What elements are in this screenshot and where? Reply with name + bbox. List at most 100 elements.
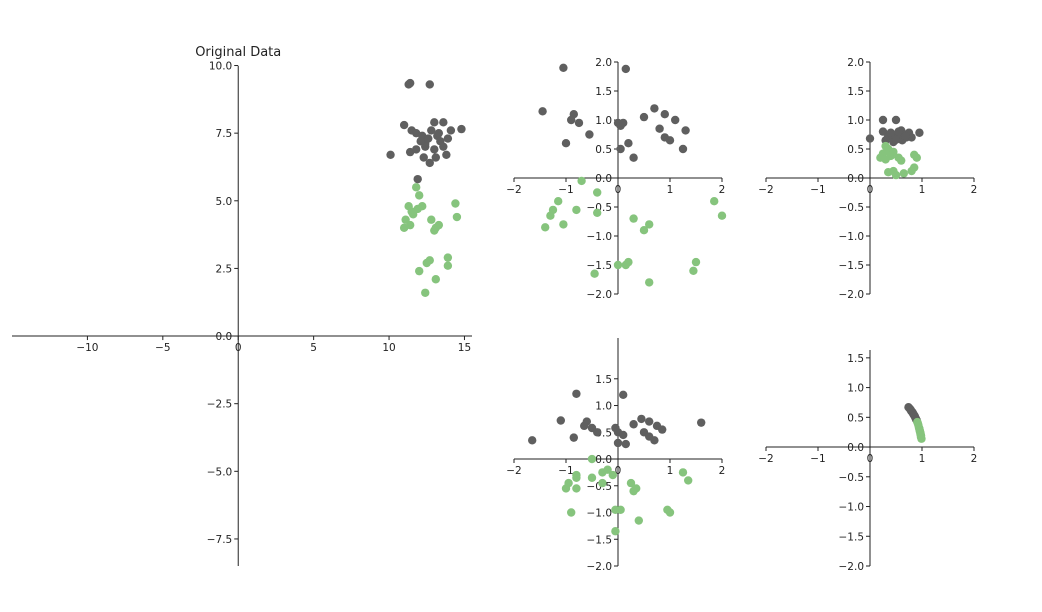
scatter-point-class-a bbox=[681, 126, 690, 135]
y-tick-label: −5.0 bbox=[207, 466, 233, 478]
scatter-point-class-a bbox=[655, 124, 664, 133]
scatter-point-class-b bbox=[427, 215, 436, 224]
x-tick-label: 10 bbox=[382, 342, 395, 354]
scatter-point-class-b bbox=[443, 261, 453, 270]
x-tick-label: −2 bbox=[758, 453, 773, 465]
x-tick-label: −10 bbox=[76, 342, 98, 354]
scatter-point-class-b bbox=[626, 478, 636, 488]
scatter-point-class-a bbox=[431, 153, 441, 162]
scatter-point-class-a bbox=[881, 136, 890, 145]
scatter-point-class-b bbox=[425, 256, 434, 265]
y-tick-label: −2.0 bbox=[839, 289, 865, 301]
scatter-point-class-a bbox=[593, 428, 602, 437]
x-tick-label: −1 bbox=[558, 184, 573, 196]
y-tick-label: 0.5 bbox=[847, 412, 864, 424]
scatter-point-class-a bbox=[411, 145, 421, 154]
scatter-point-class-a bbox=[430, 118, 439, 127]
y-tick-label: 10.0 bbox=[209, 61, 232, 73]
scatter-point-class-a bbox=[439, 142, 448, 151]
y-tick-label: 2.5 bbox=[216, 263, 233, 275]
y-tick-label: 2.0 bbox=[595, 57, 612, 69]
scatter-point-class-b bbox=[611, 527, 620, 536]
scatter-point-class-b bbox=[541, 223, 550, 232]
x-tick-label: 15 bbox=[458, 342, 471, 354]
scatter-point-class-a bbox=[528, 436, 537, 445]
scatter-point-class-a bbox=[425, 80, 434, 89]
y-tick-label: 0.5 bbox=[847, 144, 864, 156]
x-tick-label: 0 bbox=[615, 465, 622, 477]
scatter-point-class-a bbox=[645, 417, 654, 426]
scatter-point-class-a bbox=[613, 438, 623, 448]
scatter-point-class-a bbox=[446, 126, 456, 135]
y-tick-label: 1.5 bbox=[847, 353, 864, 365]
scatter-point-class-b bbox=[554, 197, 563, 206]
scatter-point-class-b bbox=[421, 288, 430, 297]
scatter-point-class-b bbox=[430, 226, 439, 235]
y-tick-label: −1.5 bbox=[839, 260, 865, 272]
scatter-point-class-b bbox=[452, 212, 462, 222]
scatter-point-class-b bbox=[663, 505, 672, 515]
y-tick-label: −2.0 bbox=[587, 289, 613, 301]
scatter-point-class-b bbox=[691, 257, 701, 267]
x-tick-label: −2 bbox=[506, 465, 521, 477]
x-tick-label: 1 bbox=[919, 453, 926, 465]
y-tick-label: −1.5 bbox=[839, 531, 865, 543]
scatter-point-class-a bbox=[878, 115, 888, 125]
y-tick-label: 1.0 bbox=[847, 383, 864, 395]
scatter-point-class-b bbox=[593, 188, 602, 197]
scatter-point-class-a bbox=[629, 420, 638, 429]
scatter-point-class-b bbox=[443, 253, 453, 262]
scatter-point-class-b bbox=[399, 223, 409, 233]
x-tick-label: 1 bbox=[667, 465, 674, 477]
scatter-point-class-b bbox=[572, 484, 581, 493]
scatter-point-class-a bbox=[650, 104, 659, 113]
scatter-point-class-a bbox=[386, 150, 395, 159]
scatter-point-class-b bbox=[415, 266, 424, 276]
scatter-point-class-b bbox=[891, 170, 901, 180]
scatter-point-class-b bbox=[590, 269, 599, 278]
scatter-point-class-a bbox=[894, 127, 903, 136]
scatter-point-class-b bbox=[572, 470, 581, 480]
y-tick-label: −1.0 bbox=[839, 231, 865, 243]
y-tick-label: 1.5 bbox=[847, 86, 864, 98]
y-tick-label: −0.5 bbox=[587, 202, 613, 214]
scatter-point-class-a bbox=[658, 425, 667, 434]
scatter-point-class-b bbox=[451, 199, 460, 208]
y-tick-label: −1.0 bbox=[587, 231, 613, 243]
scatter-point-class-a bbox=[538, 107, 547, 116]
scatter-point-class-b bbox=[717, 211, 727, 220]
scatter-point-class-a bbox=[561, 139, 571, 148]
scatter-point-class-a bbox=[424, 134, 433, 143]
scatter-point-class-a bbox=[419, 153, 428, 162]
x-tick-label: −5 bbox=[155, 342, 170, 354]
x-tick-label: −2 bbox=[506, 184, 521, 196]
scatter-point-class-b bbox=[572, 205, 581, 215]
scatter-point-class-b bbox=[546, 211, 555, 220]
x-tick-label: 2 bbox=[971, 453, 978, 465]
scatter-point-class-b bbox=[561, 484, 571, 493]
scatter-point-class-a bbox=[559, 63, 568, 72]
y-tick-label: 1.0 bbox=[595, 401, 612, 413]
y-tick-label: 1.0 bbox=[847, 115, 864, 127]
chart-panel-top-middle: −2 −1 0 1 2 2.0 1.5 1.0 0.5 0.0 −0.5 −1.0 −1.5 −2.0 bbox=[506, 57, 727, 301]
y-tick-label: 0.0 bbox=[595, 454, 612, 466]
scatter-point-class-a bbox=[439, 118, 448, 127]
y-tick-label: −0.5 bbox=[839, 472, 865, 484]
x-tick-label: 0 bbox=[867, 453, 874, 465]
scatter-point-class-b bbox=[431, 275, 441, 284]
y-tick-label: 0.0 bbox=[847, 442, 864, 454]
scatter-point-class-b bbox=[411, 183, 421, 192]
y-tick-label: 5.0 bbox=[216, 196, 233, 208]
y-tick-label: −1.5 bbox=[587, 534, 613, 546]
y-tick-label: −2.5 bbox=[207, 399, 233, 411]
scatter-point-class-a bbox=[901, 132, 910, 141]
scatter-point-class-a bbox=[637, 414, 646, 424]
scatter-point-class-b bbox=[916, 430, 926, 440]
scatter-point-class-b bbox=[632, 484, 641, 493]
x-tick-label: −1 bbox=[558, 465, 573, 477]
x-tick-label: 5 bbox=[310, 342, 317, 354]
scatter-point-class-b bbox=[613, 260, 623, 270]
scatter-point-class-b bbox=[598, 478, 607, 488]
scatter-point-class-a bbox=[891, 135, 901, 144]
